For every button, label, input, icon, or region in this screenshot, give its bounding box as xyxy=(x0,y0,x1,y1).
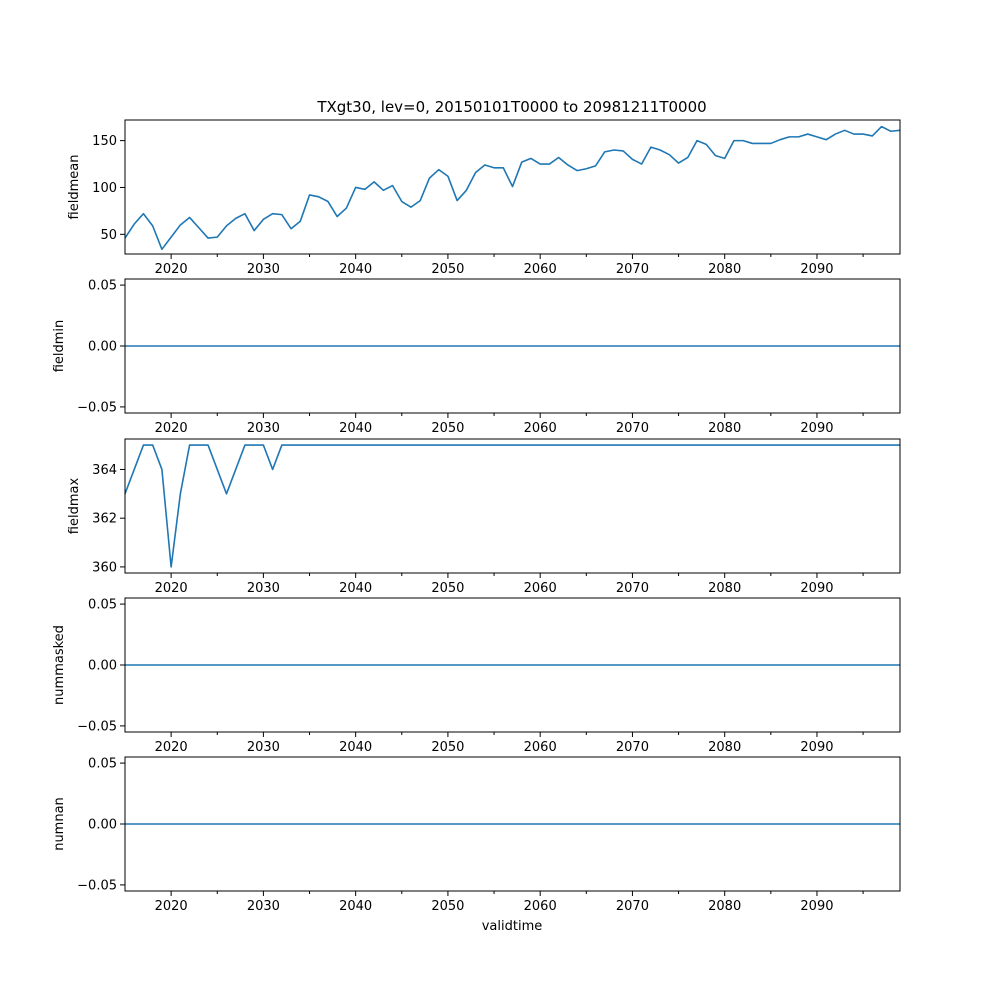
y-axis-label: fieldmean xyxy=(67,155,82,220)
x-tick-label: 2050 xyxy=(431,740,464,755)
y-tick-label: 150 xyxy=(92,134,117,149)
y-tick-label: 364 xyxy=(92,463,117,478)
y-axis-label: numnan xyxy=(52,797,67,851)
x-tick-label: 2020 xyxy=(155,581,188,596)
x-tick-label: 2050 xyxy=(431,421,464,436)
x-tick-label: 2080 xyxy=(708,262,741,277)
subplot-stack: 2020 2030 2040 2050 2060 2070 2080 2090 50 100 150… xyxy=(52,119,901,914)
x-tick-label: 2090 xyxy=(800,421,833,436)
x-tick-label: 2050 xyxy=(431,581,464,596)
x-tick-label: 2060 xyxy=(524,740,557,755)
x-tick-label: 2050 xyxy=(431,262,464,277)
x-tick-label: 2070 xyxy=(616,262,649,277)
x-tick-label: 2090 xyxy=(800,581,833,596)
y-tick-label: −0.05 xyxy=(77,878,117,893)
y-tick-label: 0.00 xyxy=(88,340,117,355)
y-axis-label: fieldmin xyxy=(52,320,67,373)
x-tick-label: 2040 xyxy=(339,740,372,755)
y-tick-label: 0.05 xyxy=(88,279,117,294)
x-tick-label: 2030 xyxy=(247,421,280,436)
x-tick-label: 2040 xyxy=(339,581,372,596)
x-tick-label: 2060 xyxy=(524,581,557,596)
x-tick-label: 2070 xyxy=(616,899,649,914)
y-tick-label: 50 xyxy=(100,228,117,243)
y-axis-label: fieldmax xyxy=(67,478,82,535)
subplot-fieldmean: 2020 2030 2040 2050 2060 2070 2080 2090 50 100 150… xyxy=(67,119,901,277)
subplot-fieldmin: 2020 2030 2040 2050 2060 2070 2080 2090 −0.05 0.0… xyxy=(52,278,901,436)
x-tick-label: 2080 xyxy=(708,740,741,755)
x-axis-label: validtime xyxy=(482,919,543,934)
series-line-fieldmax xyxy=(124,444,900,568)
x-tick-label: 2020 xyxy=(155,262,188,277)
x-tick-label: 2020 xyxy=(155,421,188,436)
x-tick-label: 2030 xyxy=(247,262,280,277)
x-tick-label: 2030 xyxy=(247,581,280,596)
y-tick-label: 360 xyxy=(92,560,117,575)
x-tick-label: 2020 xyxy=(155,899,188,914)
x-tick-label: 2090 xyxy=(800,899,833,914)
y-tick-label: 0.05 xyxy=(88,757,117,772)
chart-title: TXgt30, lev=0, 20150101T0000 to 20981211… xyxy=(316,98,706,116)
y-tick-label: −0.05 xyxy=(77,719,117,734)
x-tick-label: 2060 xyxy=(524,899,557,914)
y-axis-label: nummasked xyxy=(52,625,67,705)
y-tick-label: 0.05 xyxy=(88,598,117,613)
x-tick-label: 2080 xyxy=(708,421,741,436)
x-tick-label: 2070 xyxy=(616,740,649,755)
x-tick-label: 2060 xyxy=(524,262,557,277)
subplot-fieldmax: 2020 2030 2040 2050 2060 2070 2080 2090 360 362 36… xyxy=(67,438,901,596)
y-tick-label: 0.00 xyxy=(88,659,117,674)
x-tick-label: 2090 xyxy=(800,740,833,755)
y-tick-label: 0.00 xyxy=(88,818,117,833)
x-tick-label: 2090 xyxy=(800,262,833,277)
x-tick-label: 2030 xyxy=(247,740,280,755)
y-tick-label: −0.05 xyxy=(77,400,117,415)
x-tick-label: 2040 xyxy=(339,421,372,436)
x-tick-label: 2040 xyxy=(339,262,372,277)
x-tick-label: 2070 xyxy=(616,581,649,596)
series-line-fieldmean xyxy=(124,125,901,251)
y-tick-label: 362 xyxy=(92,512,117,527)
axes-frame xyxy=(124,438,901,574)
x-tick-label: 2020 xyxy=(155,740,188,755)
x-tick-label: 2070 xyxy=(616,421,649,436)
subplot-numnan: 2020 2030 2040 2050 2060 2070 2080 2090 −0.05 0.0… xyxy=(52,756,901,914)
x-tick-label: 2080 xyxy=(708,899,741,914)
subplot-nummasked: 2020 2030 2040 2050 2060 2070 2080 2090 −0.05 0.0… xyxy=(52,597,901,755)
x-tick-label: 2080 xyxy=(708,581,741,596)
x-tick-label: 2060 xyxy=(524,421,557,436)
x-tick-label: 2030 xyxy=(247,899,280,914)
x-tick-label: 2040 xyxy=(339,899,372,914)
y-tick-label: 100 xyxy=(92,181,117,196)
x-tick-label: 2050 xyxy=(431,899,464,914)
